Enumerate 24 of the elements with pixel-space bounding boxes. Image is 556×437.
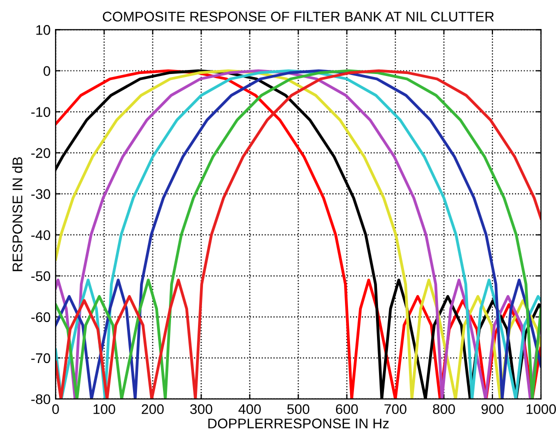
x-tick-label: 1000: [526, 404, 556, 414]
y-tick-label: 10: [36, 25, 50, 35]
x-tick-label: 800: [432, 404, 455, 414]
x-tick-label: 500: [287, 404, 310, 414]
x-tick-label: 700: [384, 404, 406, 414]
y-tick-label: -40: [31, 230, 50, 240]
y-tick-label: -60: [31, 312, 50, 322]
x-tick-label: 400: [238, 404, 261, 414]
x-tick-label: 0: [52, 404, 59, 414]
y-tick-label: -80: [31, 394, 50, 404]
x-tick-label: 300: [190, 404, 212, 414]
x-tick-label: 600: [336, 404, 358, 414]
x-tick-label: 100: [94, 404, 116, 414]
y-tick-label: -10: [31, 107, 50, 117]
y-axis-title: RESPONSE IN dB: [12, 157, 22, 272]
y-tick-label: -20: [31, 148, 50, 158]
y-tick-label: 0: [44, 66, 50, 76]
x-axis-title: DOPPLERRESPONSE IN Hz: [208, 418, 389, 428]
y-tick-label: -70: [31, 353, 50, 364]
y-tick-label: -30: [31, 189, 50, 200]
x-tick-label: 900: [482, 404, 504, 414]
x-tick-label: 200: [142, 404, 164, 414]
chart-title: COMPOSITE RESPONSE OF FILTER BANK AT NIL CLUTTER: [102, 12, 494, 22]
y-tick-label: -50: [31, 271, 50, 282]
